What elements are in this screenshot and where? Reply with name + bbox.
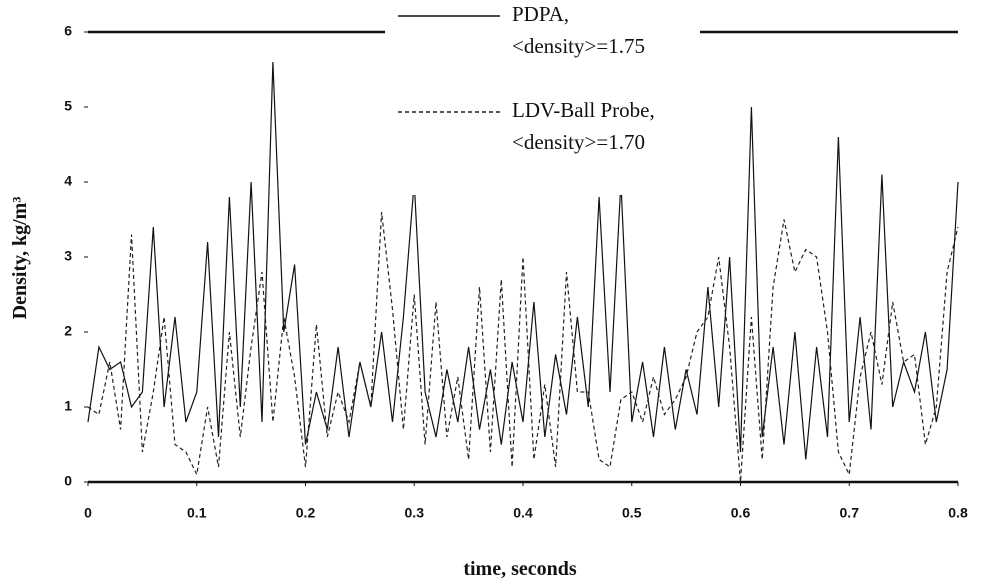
series-line	[87, 211, 959, 483]
x-tick-label: 0.3	[405, 505, 425, 521]
legend-label: LDV-Ball Probe,	[512, 98, 655, 122]
x-tick-label: 0.7	[840, 505, 860, 521]
x-tick-label: 0.6	[731, 505, 751, 521]
y-tick-label: 4	[64, 173, 72, 189]
legend-mean-label: <density>=1.70	[512, 130, 645, 154]
y-tick-label: 3	[64, 248, 72, 264]
x-tick-label: 0.4	[513, 505, 533, 521]
y-tick-label: 5	[64, 98, 72, 114]
x-tick-label: 0.2	[296, 505, 316, 521]
legend-background	[385, 0, 700, 195]
legend-label: PDPA,	[512, 2, 569, 26]
x-tick-label: 0.1	[187, 505, 207, 521]
x-tick-label: 0.8	[948, 505, 968, 521]
x-tick-label: 0.5	[622, 505, 642, 521]
x-axis-title: time, seconds	[463, 558, 577, 580]
series-line	[87, 61, 959, 460]
y-tick-label: 1	[64, 398, 72, 414]
y-axis-title: Density, kg/m³	[9, 197, 31, 320]
y-tick-label: 6	[64, 23, 72, 39]
legend-mean-label: <density>=1.75	[512, 34, 645, 58]
x-tick-label: 0	[84, 505, 92, 521]
y-tick-label: 2	[64, 323, 72, 339]
y-tick-label: 0	[64, 473, 72, 489]
